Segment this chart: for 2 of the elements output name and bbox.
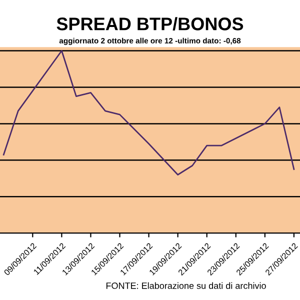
chart-title: SPREAD BTP/BONOS — [56, 17, 244, 31]
source-note: FONTE: Elaborazione su dati di archivio — [106, 282, 266, 289]
